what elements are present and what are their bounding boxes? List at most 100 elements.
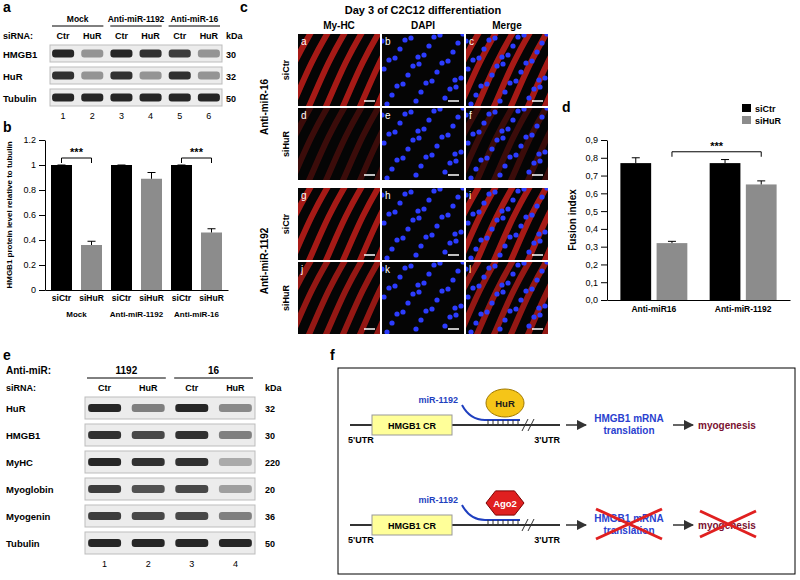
- utr-label: 3'UTR: [534, 535, 560, 545]
- panel-label: e: [3, 347, 11, 363]
- western-blot: Anti-miR:119216siRNA:CtrHuRCtrHuRkDaHuR3…: [6, 365, 283, 569]
- chart: 00.20.40.60.811.2siCtrsiHuRsiCtrsiHuRsiC…: [5, 135, 229, 319]
- nuclei: [466, 108, 548, 180]
- mrna-break: [522, 419, 534, 431]
- micrograph-label: k: [385, 264, 391, 275]
- y-tick: 0,2: [585, 260, 607, 270]
- nucleus: [460, 262, 464, 265]
- micrograph-label: j: [300, 264, 303, 275]
- nucleus: [510, 43, 515, 48]
- significance-label: ***: [190, 146, 204, 158]
- myotube: [358, 262, 380, 334]
- scale-bar: [532, 100, 543, 102]
- nucleus: [389, 320, 394, 325]
- nucleus: [442, 169, 447, 174]
- nucleus: [426, 43, 431, 48]
- y-tick: 0,6: [585, 189, 607, 199]
- blot-band: [169, 72, 191, 80]
- blot-band: [219, 458, 252, 466]
- lane-label: HuR: [139, 383, 158, 393]
- micrograph: [298, 188, 380, 260]
- protein-label: HuR: [3, 71, 23, 82]
- nucleus: [515, 34, 520, 39]
- nucleus: [397, 274, 402, 279]
- nucleus: [402, 191, 407, 196]
- x-tick-label: siHuR: [139, 293, 164, 303]
- y-tick-mark: [39, 165, 45, 166]
- nucleus: [416, 135, 421, 140]
- nucleus: [429, 232, 434, 237]
- nucleus: [437, 188, 442, 192]
- micrograph: [298, 108, 380, 180]
- nucleus: [434, 223, 439, 228]
- nucleus: [447, 240, 452, 245]
- nucleus: [453, 158, 458, 163]
- myhc-signal: [298, 188, 380, 260]
- nucleus: [497, 326, 502, 331]
- nucleus: [421, 206, 426, 211]
- bar: [171, 165, 192, 290]
- kda-value: 50: [265, 539, 275, 549]
- nucleus: [445, 132, 450, 137]
- nucleus: [408, 35, 413, 40]
- nucleus: [486, 265, 491, 270]
- nucleus: [536, 305, 541, 310]
- blot-strip: [85, 478, 255, 500]
- y-tick-mark: [39, 265, 45, 266]
- blot-band: [88, 431, 121, 439]
- x-axis: siCtrsiHuRsiCtrsiHuRsiCtrsiHuR: [46, 291, 229, 304]
- panel-title: Day 3 of C2C12 differentiation: [345, 4, 502, 16]
- lane-label: Ctr: [57, 31, 70, 41]
- nucleus: [423, 80, 428, 85]
- y-tick: 0.2: [23, 260, 45, 270]
- protein-label: HMGB1: [3, 49, 38, 60]
- y-axis-title: Fusion index: [567, 189, 578, 251]
- nucleus: [476, 209, 481, 214]
- nucleus: [453, 84, 458, 89]
- x-tick: siHuR: [199, 293, 224, 303]
- nucleus: [415, 208, 420, 213]
- y-tick: 0.6: [23, 210, 45, 220]
- scale-bar: [364, 100, 375, 102]
- nucleus: [481, 274, 486, 279]
- utr-label: 5'UTR: [348, 435, 374, 445]
- nucleus: [394, 83, 399, 88]
- micrograph-background: [382, 188, 464, 260]
- nucleus: [492, 189, 497, 194]
- nucleus: [489, 300, 494, 305]
- y-tick-label: 1: [31, 160, 36, 170]
- kda-value: 220: [265, 458, 280, 468]
- nucleus: [431, 108, 436, 113]
- nucleus: [523, 134, 528, 139]
- y-tick-mark: [601, 247, 607, 248]
- nucleus: [452, 151, 457, 156]
- group-underline: [169, 26, 220, 27]
- nucleus: [523, 60, 528, 65]
- nucleus: [494, 291, 499, 296]
- nucleus: [450, 203, 455, 208]
- nucleus: [453, 238, 458, 243]
- block-cross: [700, 511, 756, 537]
- lane-number: 4: [233, 559, 238, 569]
- blot-band: [88, 404, 121, 412]
- lane-number: 5: [177, 111, 182, 121]
- x-axis-line: [608, 300, 791, 301]
- legend: siCtrsiHuR: [742, 104, 782, 126]
- nucleus: [473, 92, 478, 97]
- nucleus: [434, 297, 439, 302]
- blot-band: [52, 94, 74, 102]
- mirna-label: miR-1192: [418, 495, 458, 505]
- y-tick: 1.2: [23, 135, 45, 145]
- nucleus: [537, 84, 542, 89]
- nucleus: [458, 75, 463, 80]
- bar: [710, 163, 741, 300]
- nucleus: [484, 235, 489, 240]
- y-tick: 0,8: [585, 153, 607, 163]
- nucleus: [521, 34, 526, 38]
- y-tick-label: 0,1: [585, 278, 598, 288]
- panel-label: b: [3, 119, 12, 135]
- nucleus: [499, 128, 504, 133]
- nucleus: [382, 140, 387, 145]
- nucleus: [500, 135, 505, 140]
- y-axis-line: [45, 141, 46, 291]
